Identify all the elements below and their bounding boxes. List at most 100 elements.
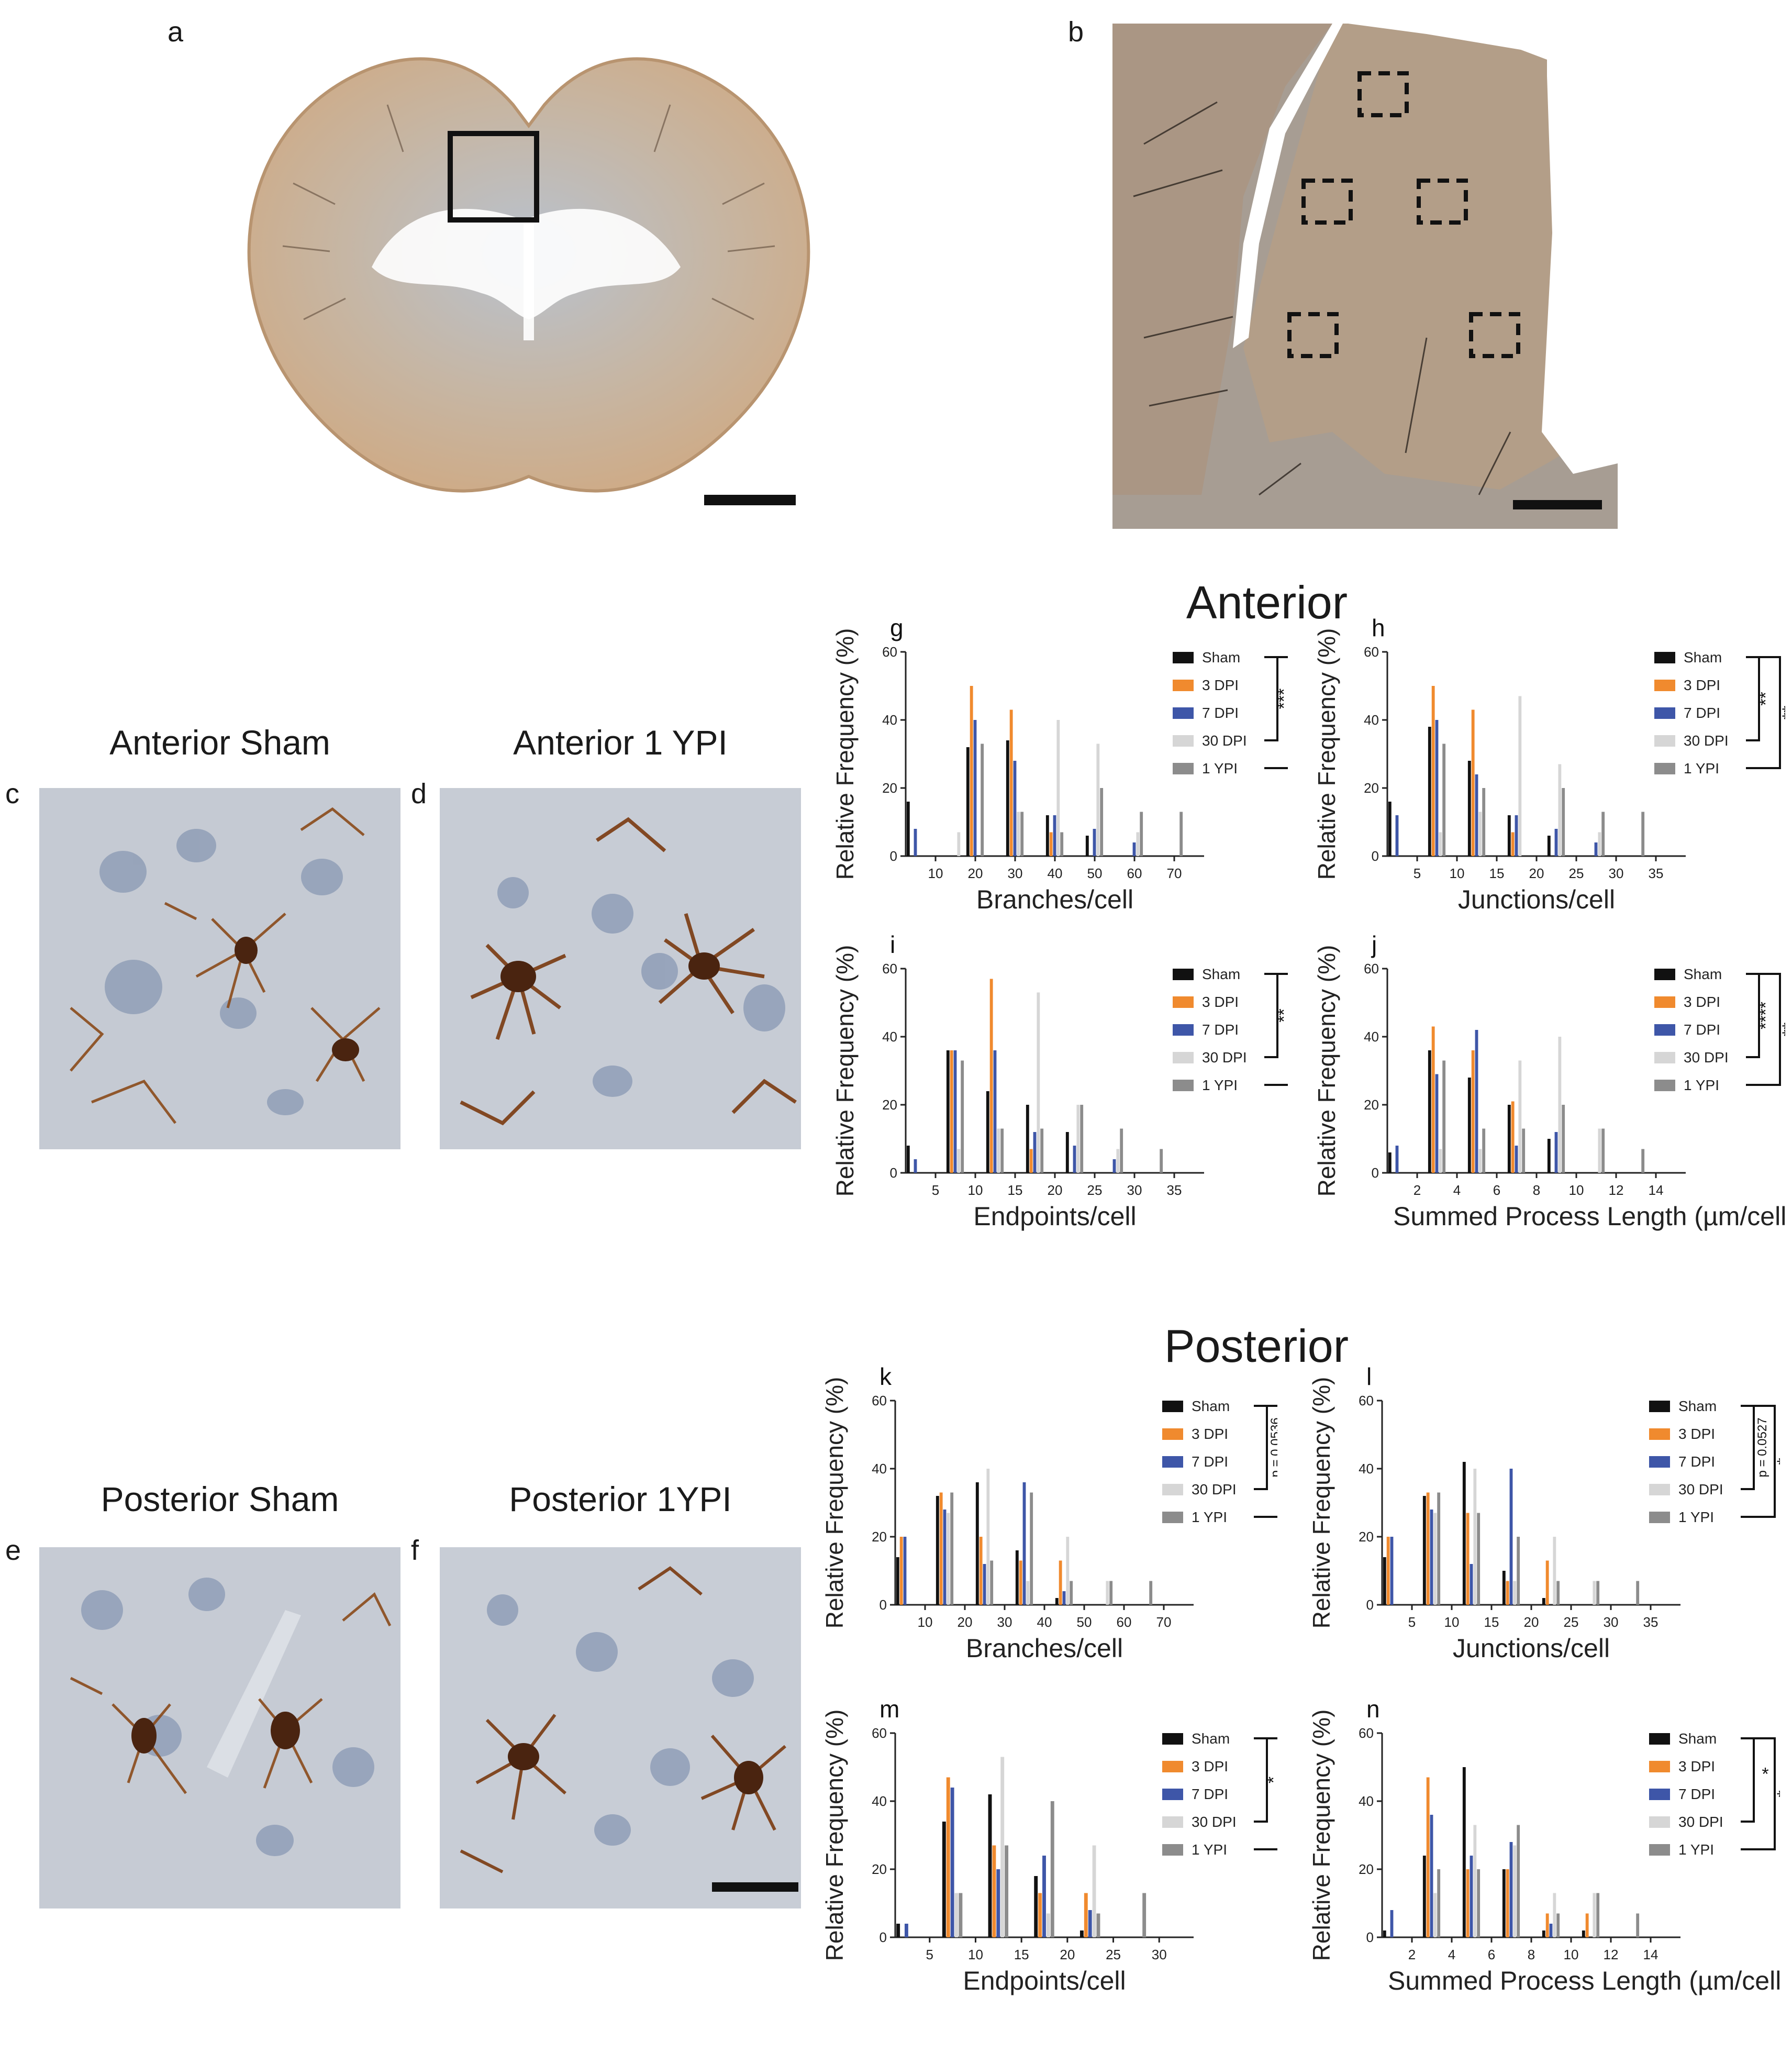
bar-7-dpi (914, 1159, 917, 1173)
bar-1-ypi (1050, 1801, 1054, 1937)
bar-7-dpi (903, 1537, 907, 1605)
x-tick-label: 25 (1564, 1614, 1579, 1630)
x-tick-label: 50 (1077, 1614, 1092, 1630)
bar-3-dpi (946, 1777, 950, 1937)
bar-7-dpi (983, 1564, 986, 1605)
bar-30-dpi (1513, 1581, 1517, 1605)
cortex-zoom-image (1112, 24, 1618, 529)
x-tick-label: 10 (1569, 1182, 1584, 1198)
bar-3-dpi (1545, 1560, 1549, 1605)
bar-1-ypi (950, 1492, 954, 1605)
legend-swatch (1162, 1733, 1183, 1745)
legend-label: 3 DPI (1678, 1426, 1715, 1442)
legend-label: 7 DPI (1684, 1022, 1720, 1038)
bar-sham (988, 1794, 992, 1937)
bar-30-dpi (1478, 1149, 1482, 1173)
legend-label: 30 DPI (1678, 1814, 1723, 1830)
micrograph-anterior-sham (39, 788, 400, 1149)
x-tick-label: 35 (1643, 1614, 1659, 1630)
y-tick-label: 60 (872, 1725, 887, 1741)
micrograph-anterior-1ypi (440, 788, 801, 1149)
bar-7-dpi (1022, 1482, 1026, 1605)
x-tick-label: 40 (1048, 865, 1063, 881)
bar-30-dpi (954, 1893, 959, 1937)
significance-label-outer: * (1774, 1790, 1780, 1797)
bar-30-dpi (1598, 1128, 1601, 1173)
bar-3-dpi (1545, 1913, 1549, 1937)
chart-h: h Relative Frequency (%) 0 20 40 60 5 10 15 20 25 3… (1313, 614, 1785, 914)
bar-sham (906, 1146, 910, 1173)
scale-bar-f (712, 1882, 798, 1892)
legend-swatch (1649, 1761, 1670, 1772)
bar-1-ypi (1142, 1893, 1147, 1937)
y-tick-label: 0 (880, 1597, 887, 1613)
y-tick-label: 40 (872, 1461, 887, 1477)
bar-3-dpi (1431, 686, 1435, 856)
x-tick-label: 2 (1408, 1947, 1416, 1962)
bar-30-dpi (1518, 696, 1522, 856)
bar-1-ypi (1060, 832, 1064, 856)
x-axis-label: Junctions/cell (1453, 1634, 1610, 1663)
legend-label: 1 YPI (1192, 1509, 1227, 1525)
bar-1-ypi (1005, 1845, 1009, 1937)
legend-label: 1 YPI (1202, 760, 1238, 776)
bar-sham (1026, 1105, 1029, 1173)
y-tick-label: 20 (1364, 1097, 1379, 1113)
y-axis-label: Relative Frequency (%) (831, 628, 859, 880)
bar-3-dpi (1426, 1492, 1430, 1605)
y-tick-label: 60 (882, 644, 897, 660)
y-tick-label: 20 (1359, 1861, 1374, 1877)
bar-sham (1582, 1930, 1585, 1937)
x-tick-label: 5 (932, 1182, 939, 1198)
x-tick-label: 2 (1413, 1182, 1421, 1198)
significance-label-inner: p = 0.0536 (1268, 1417, 1277, 1477)
legend-label: 3 DPI (1684, 994, 1720, 1010)
x-tick-label: 35 (1649, 865, 1664, 881)
y-tick-label: 60 (1364, 961, 1379, 976)
bar-30-dpi (957, 1149, 961, 1173)
x-tick-label: 35 (1167, 1182, 1182, 1198)
legend-swatch (1162, 1456, 1183, 1468)
x-tick-label: 5 (1413, 865, 1421, 881)
bar-3-dpi (1506, 1869, 1509, 1937)
bar-1-ypi (1641, 812, 1645, 856)
bar-7-dpi (1395, 1146, 1399, 1173)
legend-label: 1 YPI (1678, 1841, 1714, 1858)
bar-1-ypi (1596, 1893, 1600, 1937)
bar-30-dpi (1593, 1581, 1596, 1605)
y-tick-label: 20 (872, 1861, 887, 1877)
chart-l: l Relative Frequency (%) 0 20 40 60 5 10 15 20 25 3… (1308, 1363, 1780, 1663)
legend-label: 3 DPI (1192, 1426, 1228, 1442)
bar-7-dpi (1470, 1856, 1473, 1937)
legend-swatch (1162, 1761, 1183, 1772)
bar-sham (1034, 1876, 1038, 1937)
bar-1-ypi (981, 744, 984, 856)
legend-swatch (1649, 1512, 1670, 1523)
bar-1-ypi (1437, 1492, 1441, 1605)
bar-sham (966, 747, 970, 856)
legend-swatch (1162, 1816, 1183, 1828)
bar-1-ypi (1477, 1513, 1481, 1605)
x-tick-label: 15 (1484, 1614, 1499, 1630)
bar-7-dpi (1554, 1132, 1558, 1173)
significance-label-inner: *** (1274, 689, 1288, 709)
bar-1-ypi (1000, 1128, 1004, 1173)
bar-30-dpi (1598, 832, 1601, 856)
bar-30-dpi (1136, 832, 1140, 856)
bar-3-dpi (1029, 1149, 1033, 1173)
legend-swatch (1173, 1024, 1194, 1036)
legend-swatch (1173, 1052, 1194, 1063)
bar-7-dpi (1042, 1856, 1046, 1937)
bar-7-dpi (1033, 1132, 1037, 1173)
bar-sham (1547, 1139, 1551, 1173)
x-axis-label: Branches/cell (966, 1634, 1123, 1663)
bar-30-dpi (1558, 764, 1562, 856)
y-tick-label: 60 (882, 961, 897, 976)
panel-label-c: c (5, 778, 19, 809)
bar-7-dpi (914, 829, 917, 856)
x-tick-label: 14 (1643, 1947, 1659, 1962)
bar-7-dpi (1395, 815, 1399, 856)
bar-3-dpi (1049, 832, 1053, 856)
legend-label: 1 YPI (1202, 1077, 1238, 1093)
bar-30-dpi (1439, 832, 1442, 856)
